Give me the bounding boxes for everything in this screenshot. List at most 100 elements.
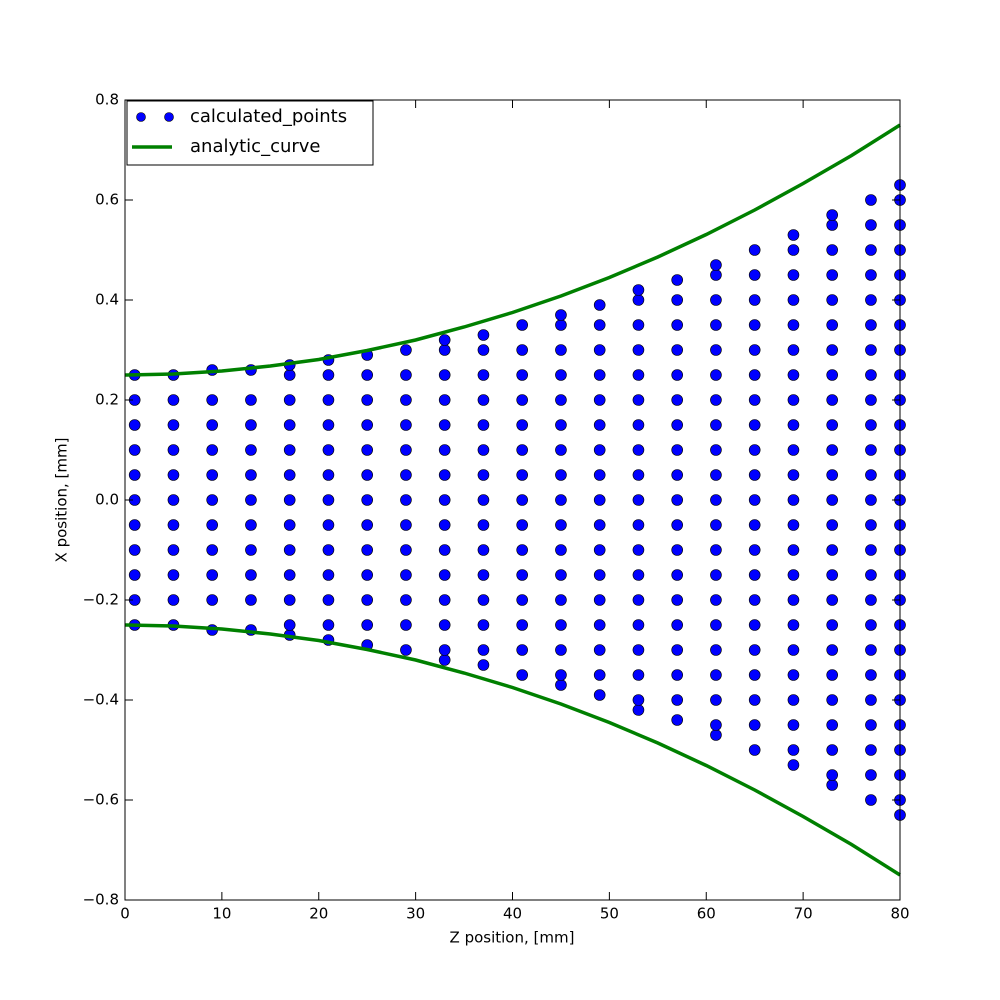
data-point <box>748 244 761 256</box>
x-tick-label: 20 <box>309 905 328 923</box>
data-point <box>710 419 722 431</box>
data-point <box>477 394 490 406</box>
data-point <box>826 744 838 756</box>
data-point <box>477 344 490 356</box>
data-point <box>206 569 218 581</box>
data-point <box>748 344 761 356</box>
data-point <box>400 544 412 556</box>
data-point <box>593 569 606 581</box>
data-point <box>710 669 722 681</box>
data-point <box>322 569 335 581</box>
data-point <box>438 469 451 481</box>
data-point <box>865 694 877 706</box>
data-point <box>206 494 218 506</box>
data-point <box>787 469 800 481</box>
data-point <box>283 469 296 481</box>
data-point <box>632 469 645 481</box>
data-point <box>555 394 567 406</box>
legend-label: calculated_points <box>190 106 347 127</box>
data-point <box>865 669 877 681</box>
data-point <box>245 594 257 606</box>
data-point <box>555 344 567 356</box>
data-point <box>710 394 722 406</box>
data-point <box>283 419 296 431</box>
data-point <box>671 419 683 431</box>
data-point <box>671 569 683 581</box>
data-point <box>361 619 373 631</box>
data-point <box>361 594 373 606</box>
data-point <box>245 394 257 406</box>
data-point <box>167 419 180 431</box>
data-point <box>477 519 490 531</box>
data-point <box>593 689 606 701</box>
data-point <box>555 569 567 581</box>
data-point <box>748 619 761 631</box>
data-point <box>516 419 528 431</box>
data-point <box>710 444 722 456</box>
data-point <box>167 519 180 531</box>
y-tick-label: 0.0 <box>95 491 119 509</box>
data-point <box>593 519 606 531</box>
data-point <box>826 344 838 356</box>
x-tick-label: 80 <box>890 905 909 923</box>
data-point <box>128 569 141 581</box>
data-point <box>748 494 761 506</box>
data-point <box>865 769 877 781</box>
data-point <box>787 344 800 356</box>
data-point <box>400 619 412 631</box>
data-point <box>865 369 877 381</box>
data-point <box>555 369 567 381</box>
data-point <box>400 419 412 431</box>
legend-marker <box>136 112 146 122</box>
data-point <box>865 444 877 456</box>
data-point <box>748 294 761 306</box>
data-point <box>283 569 296 581</box>
data-point <box>787 319 800 331</box>
data-point <box>593 419 606 431</box>
data-point <box>787 619 800 631</box>
y-axis-label: X position, [mm] <box>53 438 71 563</box>
data-point <box>865 569 877 581</box>
x-tick-label: 60 <box>697 905 716 923</box>
data-point <box>710 694 722 706</box>
y-tick-label: −0.8 <box>83 891 119 909</box>
data-point <box>245 519 257 531</box>
data-point <box>787 369 800 381</box>
data-point <box>206 444 218 456</box>
data-point <box>826 419 838 431</box>
data-point <box>438 654 451 666</box>
data-point <box>632 369 645 381</box>
data-point <box>128 544 141 556</box>
data-point <box>865 469 877 481</box>
data-point <box>632 594 645 606</box>
data-point <box>826 769 838 781</box>
data-point <box>632 694 645 706</box>
data-point <box>787 594 800 606</box>
data-point <box>787 669 800 681</box>
data-point <box>748 544 761 556</box>
data-point <box>826 394 838 406</box>
data-point <box>671 714 683 726</box>
data-point <box>787 519 800 531</box>
data-point <box>593 644 606 656</box>
data-point <box>322 469 335 481</box>
data-point <box>361 369 373 381</box>
data-point <box>865 319 877 331</box>
y-tick-label: 0.6 <box>95 191 119 209</box>
data-point <box>787 229 800 241</box>
data-point <box>632 419 645 431</box>
data-point <box>400 469 412 481</box>
data-point <box>671 519 683 531</box>
data-point <box>748 444 761 456</box>
data-point <box>632 319 645 331</box>
data-point <box>671 444 683 456</box>
data-point <box>283 519 296 531</box>
data-point <box>322 619 335 631</box>
data-point <box>826 469 838 481</box>
data-point <box>438 569 451 581</box>
data-point <box>865 644 877 656</box>
data-point <box>516 594 528 606</box>
data-point <box>632 569 645 581</box>
data-point <box>322 544 335 556</box>
data-point <box>438 394 451 406</box>
